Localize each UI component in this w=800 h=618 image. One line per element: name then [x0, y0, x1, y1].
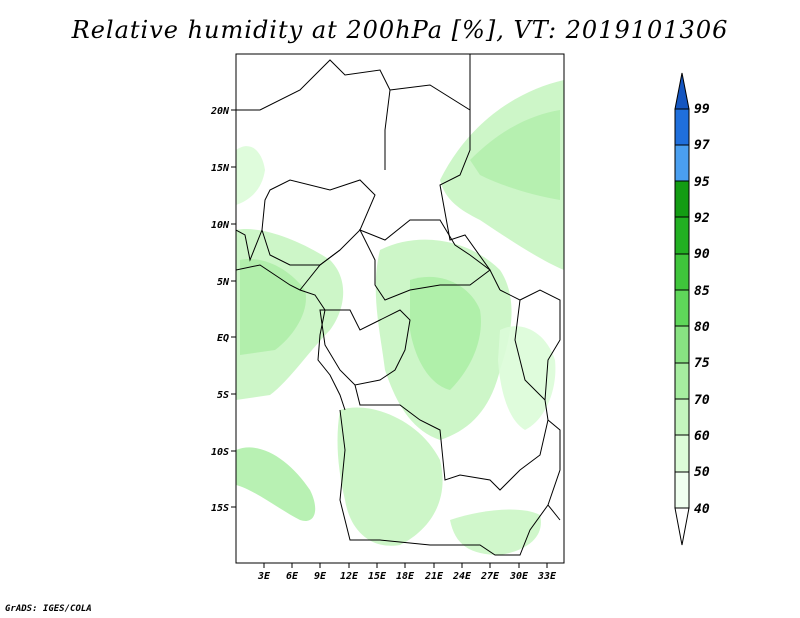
boundary-cameroon: [299, 249, 341, 291]
colorbar-label-70: 70: [694, 393, 710, 408]
lat-label-10s: 10S: [211, 447, 229, 458]
colorbar-label-60: 60: [694, 429, 710, 444]
colorbar-box-50-60: [674, 434, 690, 473]
colorbar-box-80-85: [674, 289, 690, 327]
lon-label-9e: 9E: [314, 571, 327, 582]
lat-label-5s: 5S: [217, 390, 229, 401]
colorbar-label-75: 75: [694, 356, 710, 371]
lon-label-18e: 18E: [396, 571, 415, 582]
lon-axis: 3E 6E 9E 12E 15E 18E 21E 24E 27E 30E 33E: [257, 563, 557, 582]
boundary-east-lakes: [519, 289, 561, 401]
boundary-sahara-north: [236, 59, 391, 170]
colorbar-top-arrow: [674, 72, 690, 110]
boundary-chad-car: [358, 219, 491, 301]
colorbar-label-80: 80: [694, 320, 710, 335]
lon-label-6e: 6E: [286, 571, 299, 582]
colorbar-bottom-arrow: [674, 507, 690, 546]
boundary-drc-south: [354, 289, 549, 491]
colorbar-box-85-90: [674, 253, 690, 291]
colorbar-box-90-92: [674, 216, 690, 255]
boundary-east-border: [389, 54, 471, 111]
lat-label-15n: 15N: [211, 163, 230, 174]
lon-label-30e: 30E: [509, 571, 529, 582]
lon-label-21e: 21E: [424, 571, 444, 582]
humidity-region-west-inner: [240, 259, 306, 355]
boundary-tanzania-border: [547, 419, 561, 521]
humidity-region-southwest: [236, 447, 316, 521]
coastline-west: [236, 264, 346, 411]
humidity-region-south: [337, 407, 443, 546]
lat-label-10n: 10N: [211, 220, 230, 231]
colorbar-box-40-50: [674, 471, 690, 509]
grads-credit: GrADS: IGES/COLA: [5, 604, 92, 614]
boundary-gabon-congo: [319, 309, 411, 386]
map-frame: [235, 53, 565, 564]
colorbar-label-97: 97: [694, 138, 710, 153]
colorbar-label-50: 50: [694, 465, 710, 480]
humidity-region-northeast-inner: [470, 110, 560, 200]
humidity-shading: [236, 80, 564, 555]
boundary-angola: [339, 409, 549, 556]
lon-label-12e: 12E: [340, 571, 359, 582]
country-boundaries: [236, 54, 561, 556]
colorbar-box-95-97: [674, 144, 690, 182]
lon-label-27e: 27E: [480, 571, 500, 582]
colorbar-label-85: 85: [694, 284, 710, 299]
lon-label-33e: 33E: [537, 571, 557, 582]
colorbar-box-75-80: [674, 325, 690, 364]
lon-label-3e: 3E: [257, 571, 271, 582]
lat-label-15s: 15S: [211, 503, 229, 514]
humidity-region-southeast: [450, 509, 541, 555]
humidity-region-central-inner: [410, 276, 481, 390]
colorbar-box-70-75: [674, 362, 690, 400]
colorbar-label-40: 40: [694, 502, 710, 517]
lon-label-24e: 24E: [452, 571, 472, 582]
colorbar-label-99: 99: [694, 102, 710, 117]
lon-label-15e: 15E: [368, 571, 387, 582]
colorbar-label-95: 95: [694, 175, 710, 190]
lat-label-eq: EQ: [217, 333, 229, 344]
colorbar-box-60-70: [674, 398, 690, 436]
colorbar-label-92: 92: [694, 211, 710, 226]
lat-label-5n: 5N: [217, 277, 230, 288]
lat-axis: 20N 15N 10N 5N EQ 5S 10S 15S: [210, 106, 236, 514]
chart-title: Relative humidity at 200hPa [%], VT: 201…: [71, 16, 729, 44]
humidity-region-north-left: [236, 146, 265, 205]
colorbar-box-97-99: [674, 108, 690, 146]
colorbar: 40 50 60 70 75 80 85 90 92 95 97 99: [674, 72, 710, 546]
colorbar-box-92-95: [674, 180, 690, 218]
lat-label-20n: 20N: [210, 106, 230, 117]
boundary-west-small: [236, 229, 263, 262]
humidity-region-lakes: [498, 326, 556, 430]
boundary-sudan-west: [439, 110, 501, 291]
colorbar-label-90: 90: [694, 247, 710, 262]
